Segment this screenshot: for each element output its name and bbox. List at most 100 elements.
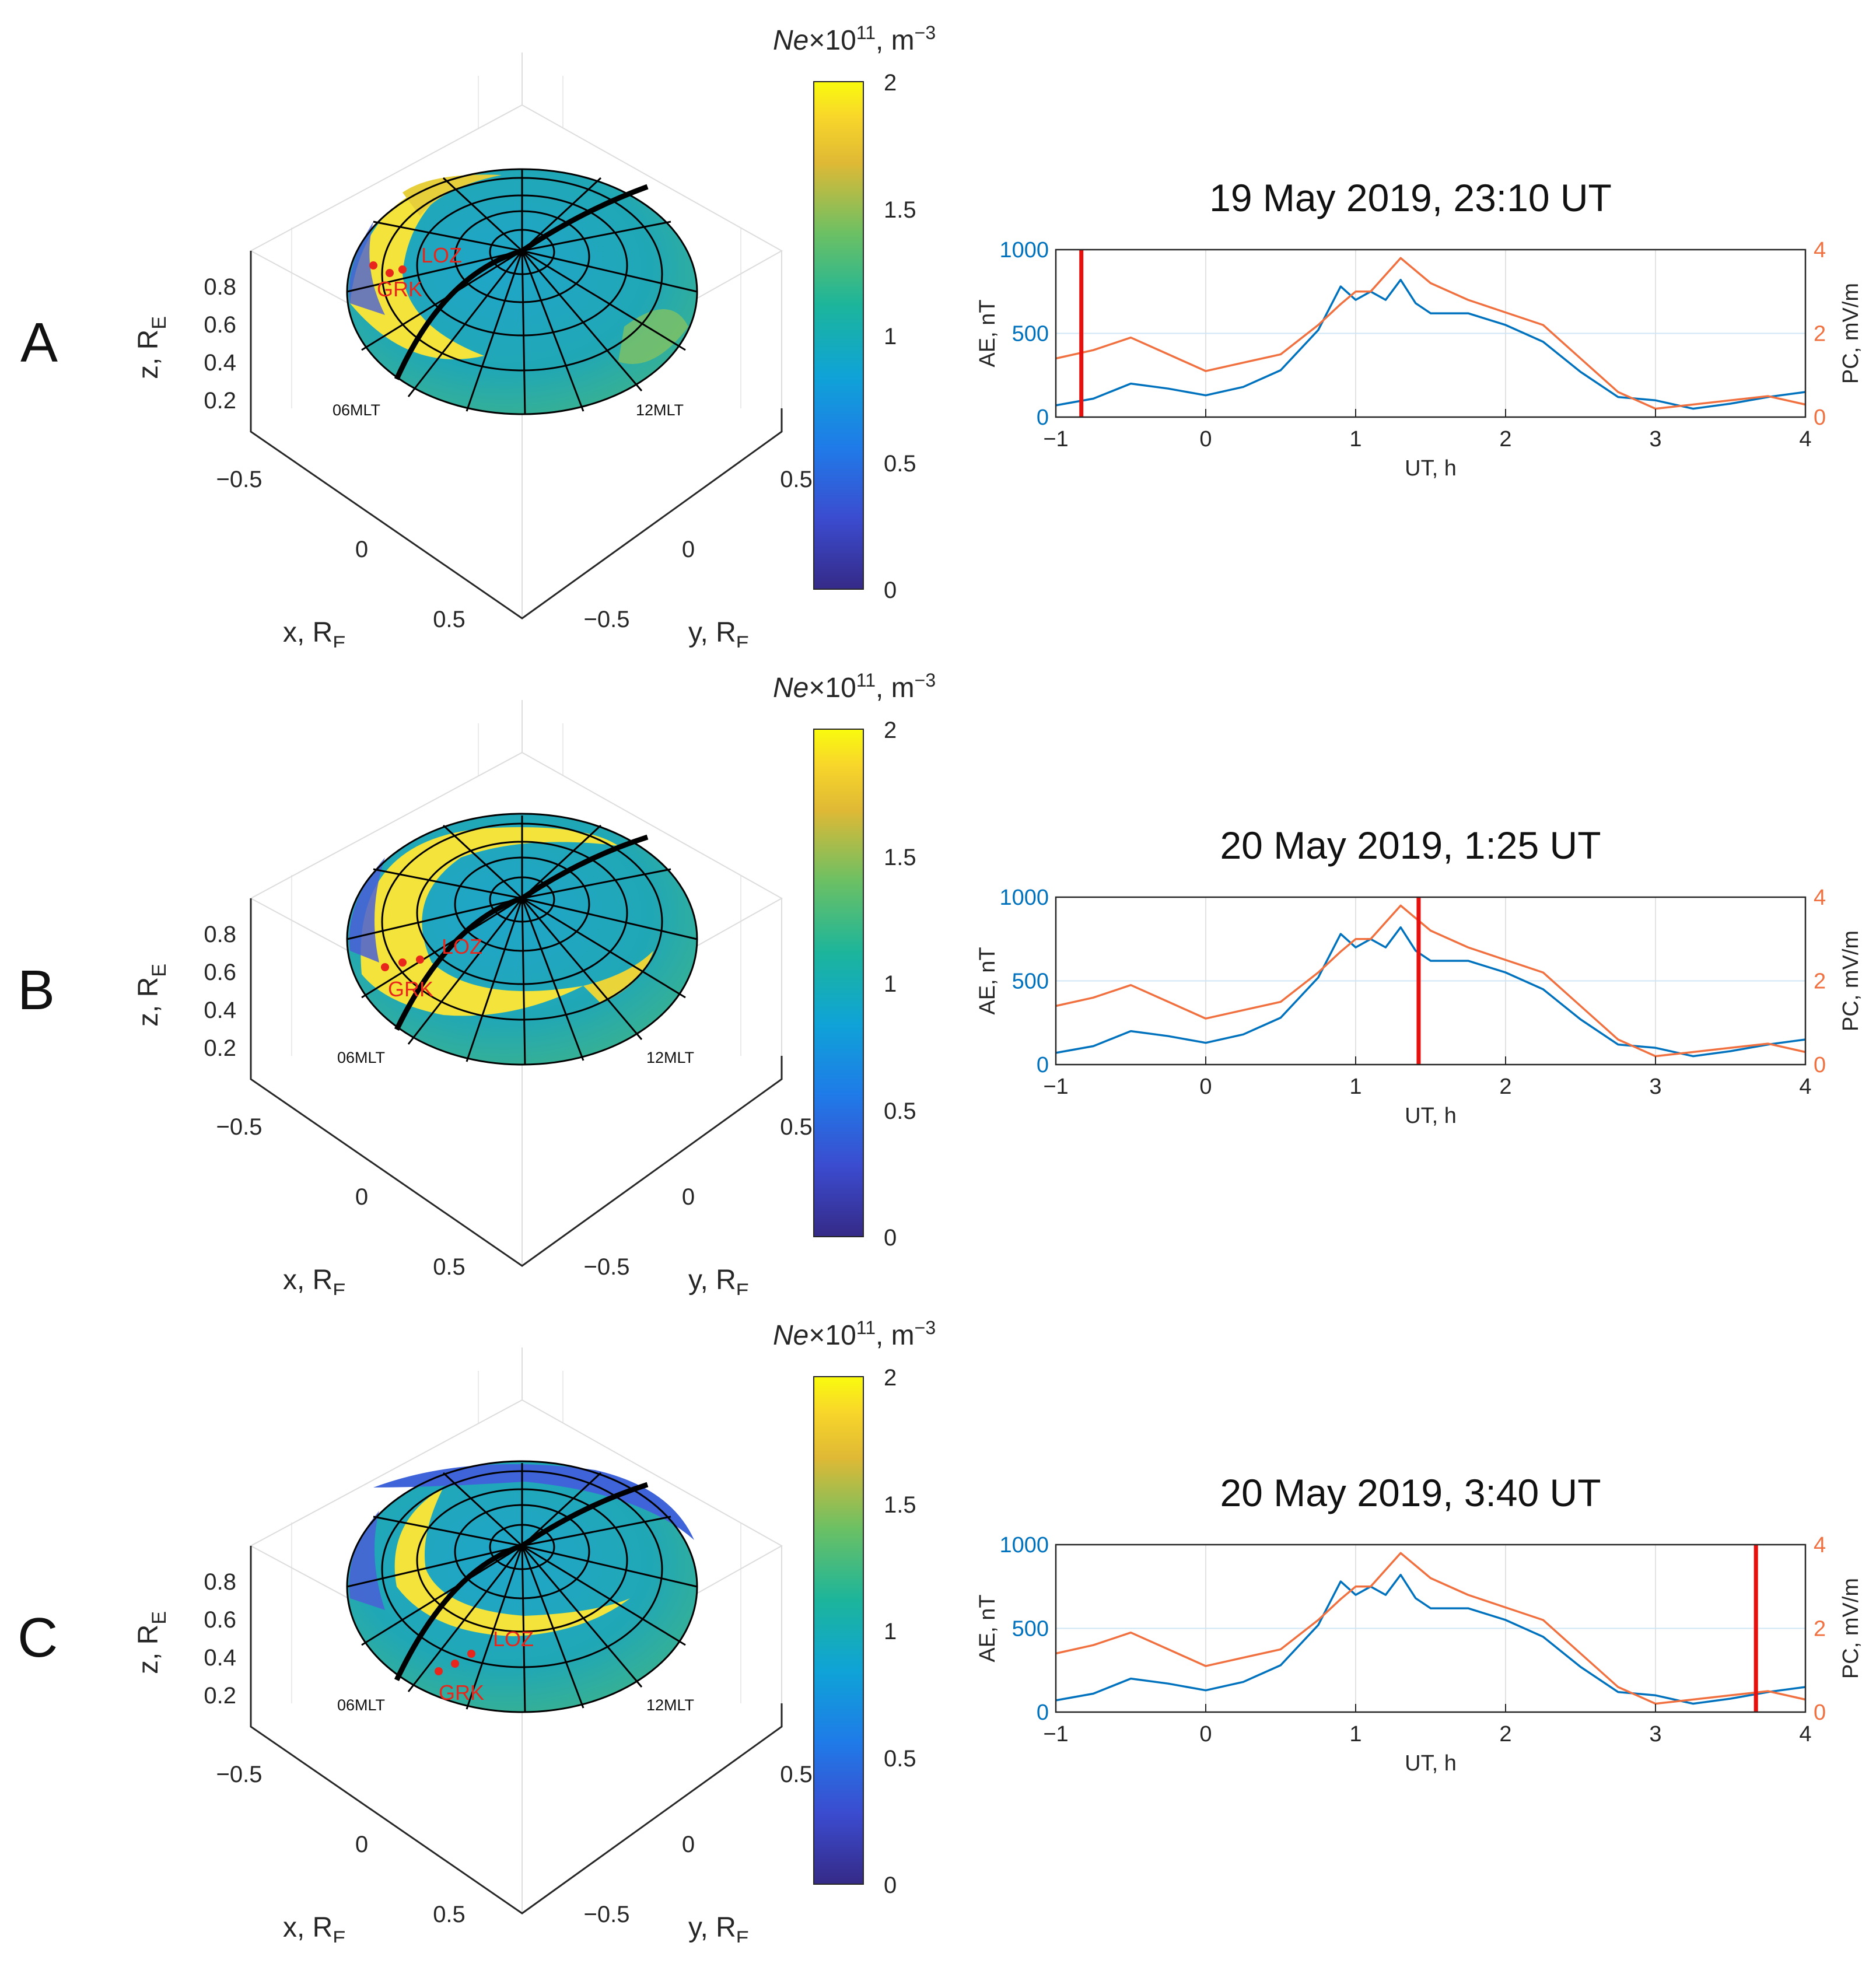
right-tick-label: 4: [1814, 238, 1826, 262]
svg-text:0: 0: [884, 1225, 897, 1251]
y-axis-ticks: 0.5 0 −0.5: [584, 467, 813, 632]
globe-box-edges: [250, 1546, 783, 1915]
x-axis-label: x, RE: [283, 1912, 346, 1943]
x-axis-label: x, RE: [283, 617, 346, 648]
x-tick-label: 2: [1499, 1722, 1511, 1746]
svg-text:0: 0: [682, 1832, 695, 1857]
x-tick-label: −1: [1043, 1074, 1068, 1099]
svg-text:0.6: 0.6: [204, 312, 236, 338]
svg-text:0: 0: [355, 1184, 368, 1210]
svg-text:0.4: 0.4: [204, 1645, 236, 1671]
left-tick-label: 500: [1012, 970, 1049, 994]
y-axis-label: y, RE: [688, 617, 749, 648]
colorbar-title: Ne×1011, m−3: [773, 22, 936, 56]
svg-text:1: 1: [884, 1619, 897, 1644]
station-label-grk: GRK: [439, 1681, 484, 1704]
svg-text:−0.5: −0.5: [584, 1254, 630, 1280]
station-markers: [435, 1650, 475, 1675]
panel-a-figure: A: [20, 22, 1863, 654]
x-tick-label: 1: [1349, 1722, 1362, 1746]
z-axis-ticks: 0.2 0.4 0.6 0.8: [204, 922, 236, 1061]
svg-text:0.5: 0.5: [433, 1902, 466, 1927]
svg-text:0.5: 0.5: [433, 607, 466, 632]
series-line-pc: [1055, 1552, 1806, 1705]
left-axis-label: AE, nT: [975, 947, 1000, 1014]
x-tick-label: 0: [1199, 1722, 1212, 1746]
svg-text:−0.5: −0.5: [584, 607, 630, 632]
series-line-pc: [1055, 904, 1806, 1058]
svg-text:1: 1: [884, 324, 897, 349]
svg-text:0: 0: [884, 578, 897, 603]
svg-text:0: 0: [682, 1184, 695, 1210]
x-tick-label: 0: [1199, 427, 1212, 452]
ionosphere-dome: [346, 168, 698, 415]
svg-text:0.5: 0.5: [884, 1746, 916, 1772]
svg-text:0.6: 0.6: [204, 1607, 236, 1633]
mlt-label-12: 12MLT: [636, 401, 684, 419]
mlt-label-06: 06MLT: [337, 1049, 385, 1066]
x-axis-ticks: −0.5 0 0.5: [216, 1762, 466, 1927]
svg-text:0.5: 0.5: [884, 451, 916, 477]
x-tick-label: 1: [1349, 1074, 1362, 1099]
chart-title: 20 May 2019, 3:40 UT: [1220, 1471, 1601, 1514]
panel-row-c: C: [0, 1295, 1876, 1950]
left-tick-label: 1000: [999, 1533, 1049, 1558]
left-tick-label: 0: [1037, 1053, 1049, 1077]
svg-text:0: 0: [355, 1832, 368, 1857]
svg-text:−0.5: −0.5: [216, 467, 262, 492]
left-tick-label: 500: [1012, 1617, 1049, 1642]
x-tick-label: 4: [1799, 427, 1811, 452]
colorbar-ticks: 0 0.5 1 1.5 2: [884, 718, 916, 1251]
right-tick-label: 0: [1814, 1053, 1826, 1077]
svg-text:0: 0: [884, 1873, 897, 1898]
svg-text:0.5: 0.5: [433, 1254, 466, 1280]
right-tick-label: 2: [1814, 1617, 1826, 1642]
x-tick-label: 4: [1799, 1722, 1811, 1746]
svg-text:0.4: 0.4: [204, 350, 236, 376]
colorbar-title: Ne×1011, m−3: [773, 670, 936, 704]
x-axis-label: UT, h: [1405, 1104, 1457, 1128]
series-line-ae: [1055, 278, 1806, 410]
left-tick-label: 1000: [999, 886, 1049, 910]
svg-text:1.5: 1.5: [884, 197, 916, 223]
mlt-label-12: 12MLT: [646, 1696, 694, 1714]
panel-letter: A: [20, 312, 58, 374]
svg-text:−0.5: −0.5: [216, 1114, 262, 1140]
x-tick-label: −1: [1043, 1722, 1068, 1746]
chart-title: 19 May 2019, 23:10 UT: [1209, 176, 1612, 219]
x-tick-label: 1: [1349, 427, 1362, 452]
z-axis-label: z, RE: [133, 316, 170, 379]
x-tick-label: 2: [1499, 427, 1511, 452]
colorbar: [813, 1376, 864, 1885]
x-axis-ticks: −0.5 0 0.5: [216, 1114, 466, 1280]
right-tick-label: 4: [1814, 1533, 1826, 1558]
right-tick-label: 0: [1814, 1700, 1826, 1725]
colorbar-ticks: 0 0.5 1 1.5 2: [884, 1365, 916, 1898]
x-axis-label: UT, h: [1405, 1751, 1457, 1776]
station-markers: [369, 261, 407, 277]
svg-text:0.4: 0.4: [204, 998, 236, 1023]
y-axis-label: y, RE: [688, 1265, 749, 1295]
right-axis-label: PC, mV/m: [1839, 1578, 1863, 1679]
ionosphere-dome: [346, 1460, 698, 1713]
svg-text:0.8: 0.8: [204, 274, 236, 300]
station-markers: [381, 956, 424, 971]
right-tick-label: 2: [1814, 322, 1826, 346]
mlt-label-06: 06MLT: [337, 1696, 385, 1714]
panel-row-b: B: [0, 648, 1876, 1302]
panel-letter: C: [18, 1606, 58, 1669]
x-tick-label: 2: [1499, 1074, 1511, 1099]
svg-text:0.6: 0.6: [204, 960, 236, 985]
x-axis-ticks: −0.5 0 0.5: [216, 467, 466, 632]
left-axis-label: AE, nT: [975, 1594, 1000, 1662]
x-tick-label: 3: [1649, 1722, 1661, 1746]
svg-text:2: 2: [884, 718, 897, 743]
colorbar-title: Ne×1011, m−3: [773, 1317, 936, 1351]
right-tick-label: 2: [1814, 970, 1826, 994]
svg-text:0.8: 0.8: [204, 922, 236, 947]
z-axis-label: z, RE: [133, 1611, 170, 1674]
colorbar: [813, 729, 864, 1237]
globe-box-edges: [250, 898, 783, 1267]
station-label-loz: LOZ: [493, 1627, 534, 1651]
